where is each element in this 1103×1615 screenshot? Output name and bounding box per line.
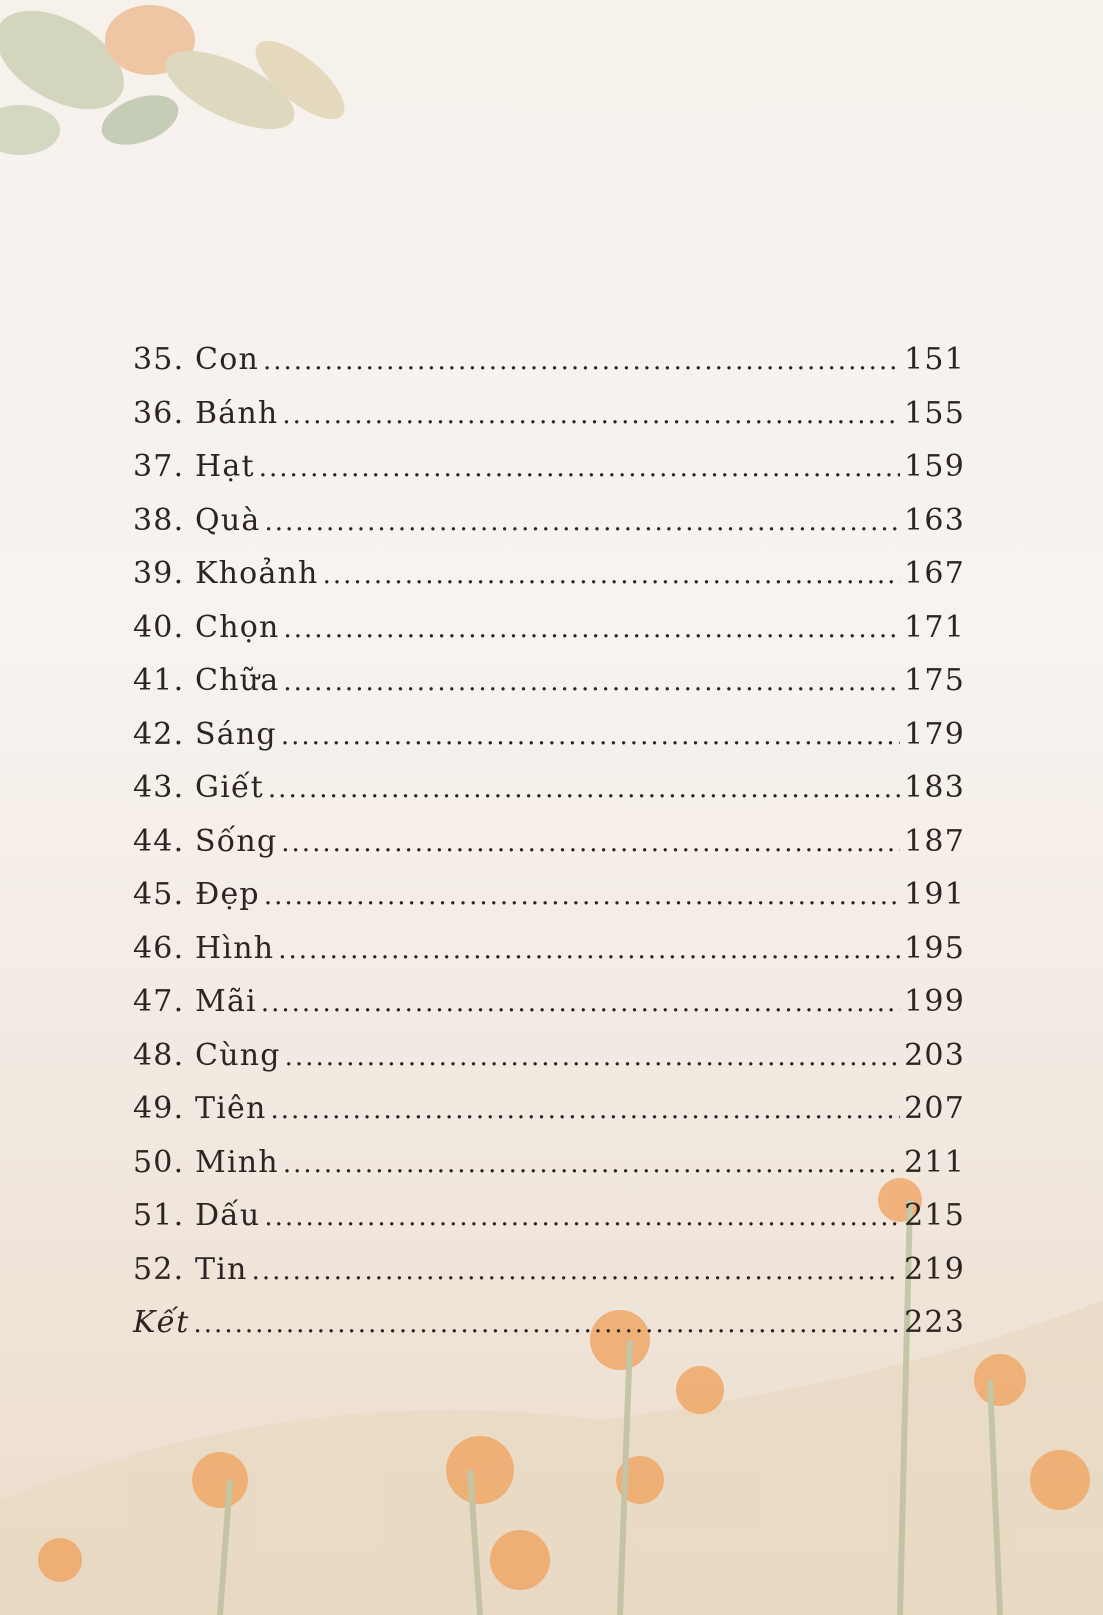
toc-entry[interactable]: 52. Tin 219 <box>133 1243 965 1297</box>
toc-entry-page: 219 <box>904 1251 965 1287</box>
dot-leader <box>283 1138 900 1192</box>
toc-entry-title: 45. Đẹp <box>133 877 260 912</box>
toc-entry-page: 179 <box>904 716 965 752</box>
dot-leader <box>264 1191 900 1245</box>
toc-entry-page: 151 <box>904 342 965 377</box>
toc-entry-title: Kết <box>133 1305 190 1340</box>
toc-entry-title: 39. Khoảnh <box>133 556 319 591</box>
toc-entry-title: 49. Tiên <box>133 1091 267 1126</box>
toc-entry-page: 207 <box>904 1091 965 1126</box>
toc-entry-title: 37. Hạt <box>133 449 255 484</box>
toc-entry[interactable]: 51. Dấu 215 <box>133 1189 965 1243</box>
dot-leader <box>252 1245 901 1299</box>
toc-entry[interactable]: 37. Hạt 159 <box>133 440 965 494</box>
toc-entry-title: 46. Hình <box>133 930 275 966</box>
toc-entry[interactable]: 43. Giết 183 <box>133 761 965 815</box>
toc-entry[interactable]: 36. Bánh 155 <box>133 387 965 441</box>
dot-leader <box>282 389 900 443</box>
toc-entry-page: 167 <box>904 556 965 591</box>
dot-leader <box>278 924 900 978</box>
dot-leader <box>263 335 900 389</box>
toc-entry[interactable]: 44. Sống 187 <box>133 815 965 869</box>
toc-entry-page: 183 <box>904 770 965 805</box>
toc-entry-title: 35. Con <box>133 342 259 377</box>
leaf-branch-illustration <box>0 5 345 155</box>
toc-entry[interactable]: 42. Sáng 179 <box>133 708 965 762</box>
dot-leader <box>284 603 901 657</box>
toc-entry-title: 43. Giết <box>133 770 264 805</box>
toc-entry-page: 199 <box>904 984 965 1019</box>
toc-entry[interactable]: 48. Cùng 203 <box>133 1029 965 1083</box>
dot-leader <box>261 977 900 1031</box>
dot-leader <box>283 656 900 710</box>
toc-entry-page: 203 <box>904 1037 965 1073</box>
toc-entry-page: 187 <box>904 823 965 859</box>
dot-leader <box>281 710 900 764</box>
toc-entry-title: 51. Dấu <box>133 1198 261 1233</box>
toc-entry[interactable]: 49. Tiên 207 <box>133 1082 965 1136</box>
toc-entry-page: 223 <box>904 1305 965 1340</box>
dot-leader <box>259 442 900 496</box>
toc-entry-title: 50. Minh <box>133 1144 279 1180</box>
toc-entry-page: 195 <box>904 930 965 966</box>
dot-leader <box>194 1298 901 1352</box>
toc-entry[interactable]: 46. Hình 195 <box>133 922 965 976</box>
dot-leader <box>264 496 900 550</box>
toc-entry[interactable]: 35. Con 151 <box>133 333 965 387</box>
toc-entry-title: 36. Bánh <box>133 395 279 431</box>
toc-entry-page: 191 <box>904 877 965 912</box>
dot-leader <box>271 1084 901 1138</box>
dot-leader <box>264 870 900 924</box>
toc-entry-page: 163 <box>904 502 965 538</box>
dot-leader <box>281 817 900 871</box>
toc-entry-page: 155 <box>904 395 965 431</box>
toc-entry-page: 159 <box>904 449 965 484</box>
toc-entry[interactable]: Kết 223 <box>133 1296 965 1350</box>
toc-entry-title: 41. Chữa <box>133 663 280 698</box>
toc-entry-title: 44. Sống <box>133 823 278 859</box>
toc-entry[interactable]: 45. Đẹp 191 <box>133 868 965 922</box>
toc-entry-title: 47. Mãi <box>133 984 257 1019</box>
toc-entry-title: 40. Chọn <box>133 609 280 645</box>
toc-entry[interactable]: 41. Chữa 175 <box>133 654 965 708</box>
toc-entry-title: 42. Sáng <box>133 716 277 752</box>
toc-entry-page: 171 <box>904 609 965 645</box>
toc-entry[interactable]: 40. Chọn 171 <box>133 601 965 655</box>
table-of-contents: 35. Con 151 36. Bánh 155 37. Hạt 159 38. Quà 16… <box>133 333 965 1350</box>
toc-entry-title: 52. Tin <box>133 1251 248 1287</box>
toc-entry-page: 215 <box>904 1198 965 1233</box>
dot-leader <box>268 763 900 817</box>
toc-entry[interactable]: 39. Khoảnh 167 <box>133 547 965 601</box>
toc-entry-title: 38. Quà <box>133 502 261 538</box>
toc-entry[interactable]: 50. Minh 211 <box>133 1136 965 1190</box>
toc-entry[interactable]: 38. Quà 163 <box>133 494 965 548</box>
dot-leader <box>285 1031 900 1085</box>
dot-leader <box>323 549 901 603</box>
toc-entry-page: 175 <box>904 663 965 698</box>
toc-entry[interactable]: 47. Mãi 199 <box>133 975 965 1029</box>
toc-entry-page: 211 <box>904 1144 965 1180</box>
toc-entry-title: 48. Cùng <box>133 1037 281 1073</box>
